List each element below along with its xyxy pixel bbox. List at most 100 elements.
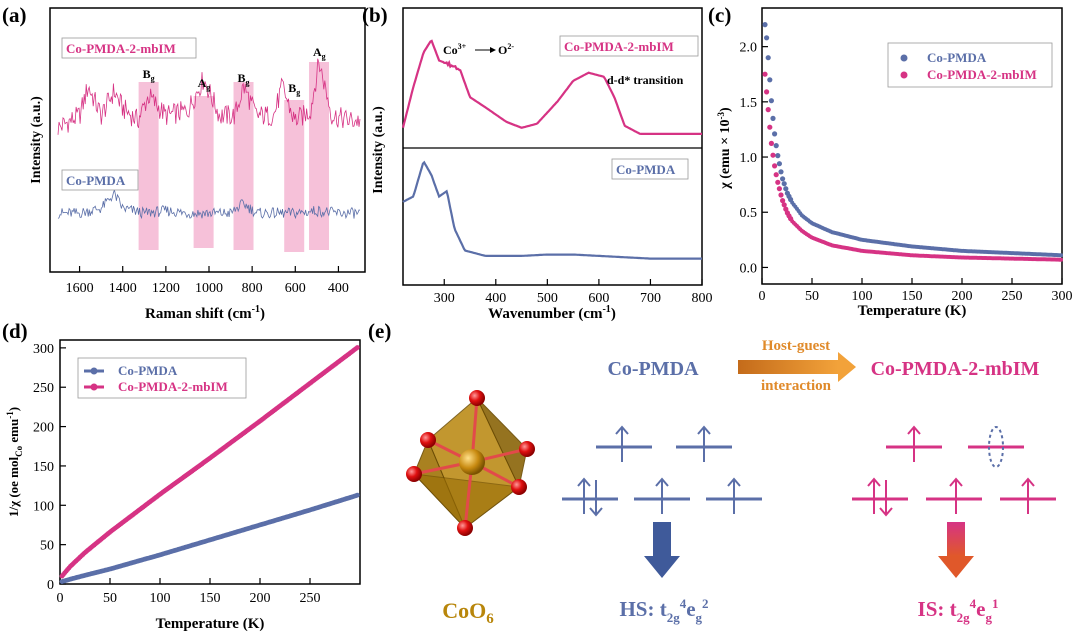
x-tick-label: 150	[200, 591, 221, 606]
inv-chi-point	[355, 492, 360, 498]
chi-point	[783, 186, 789, 192]
host-guest-arrow-icon	[738, 352, 856, 382]
peak-label: Bg	[143, 67, 155, 83]
chi-point	[772, 131, 778, 137]
chi-point	[768, 98, 775, 104]
raman-peak-highlights	[138, 62, 330, 252]
chi-point	[781, 181, 787, 187]
x-tick-label: 250	[300, 591, 321, 606]
panel-d-letter: (d)	[2, 319, 28, 343]
panel-e-letter: (e)	[368, 319, 391, 343]
panel-c-legend-item-1: Co-PMDA	[927, 50, 987, 65]
x-tick-label: 800	[242, 281, 263, 296]
y-tick-label: 2.0	[740, 41, 758, 56]
chi-point	[767, 77, 773, 83]
panel-c: (c) 0 50 100 150 200 250 300 0.0 0.5 1.0 1.5 2.0 Co…	[708, 3, 1073, 319]
panel-a-x-axis: 1600 1400 1200 1000 800 600 400	[66, 266, 349, 296]
chi-point	[772, 163, 778, 169]
chi-point	[767, 124, 773, 130]
y-tick-label: 300	[33, 342, 54, 357]
y-tick-label: 0	[47, 578, 54, 593]
x-tick-label: 500	[537, 291, 558, 306]
y-tick-label: 0.0	[740, 261, 758, 276]
chi-point	[778, 192, 784, 198]
x-tick-label: 50	[805, 289, 819, 304]
is-orbital-diagram	[852, 425, 1056, 517]
raman-series-line	[57, 188, 361, 220]
panel-b-letter: (b)	[362, 3, 388, 27]
x-tick-label: 250	[1002, 289, 1023, 304]
x-tick-label: 400	[328, 281, 349, 296]
interaction-label: interaction	[761, 378, 832, 394]
panel-b-legend-bottom: Co-PMDA	[616, 162, 676, 177]
uvvis-series-line	[401, 39, 702, 135]
panel-a: (a) Bg Ag Bg Bg Ag 1600 1400 1200 1000 800 600 400…	[2, 3, 366, 322]
x-tick-label: 50	[103, 591, 117, 606]
chi-point	[762, 71, 768, 77]
charge-transfer-annotation-end: O2-	[498, 42, 514, 57]
chi-point	[776, 186, 783, 192]
x-tick-label: 200	[952, 289, 973, 304]
x-tick-label: 200	[250, 591, 271, 606]
raman-peak-labels: Bg Ag Bg Bg Ag	[143, 45, 326, 97]
panel-b-legend-bottom-box	[611, 158, 689, 180]
chi-point	[780, 176, 786, 182]
peak-highlight	[309, 62, 330, 250]
panel-a-letter: (a)	[2, 3, 27, 27]
chi-point	[770, 152, 776, 158]
y-tick-label: 1.0	[740, 151, 758, 166]
panel-d-legend-dot-blue	[90, 367, 98, 375]
is-down-arrow-icon	[938, 522, 974, 578]
panel-b: (b) 300 400 500 600 700 800 Co-PMDA-2-mbIM Co…	[362, 3, 713, 322]
is-configuration: IS: t2g4eg1	[918, 596, 999, 625]
chi-point	[775, 153, 781, 159]
panel-c-legend-box	[887, 42, 1053, 88]
x-tick-label: 800	[692, 291, 713, 306]
panel-a-ylabel: Intensity (a.u.)	[29, 96, 44, 184]
chi-point	[776, 161, 783, 167]
chi-point	[762, 22, 768, 28]
y-tick-label: 0.5	[740, 206, 758, 221]
chi-point	[773, 172, 779, 178]
panel-a-legend-bottom: Co-PMDA	[66, 173, 126, 188]
x-tick-label: 300	[434, 291, 455, 306]
panel-c-ylabel: χ (emu × 10-3)	[716, 107, 733, 190]
y-tick-label: 100	[33, 499, 54, 514]
x-tick-label: 600	[588, 291, 609, 306]
peak-highlight	[138, 82, 159, 250]
panel-d: (d) 0 50 100 150 200 250 0 50 100 150 200 250 300 Co…	[2, 319, 361, 632]
panel-d-legend-dot-pink	[90, 383, 98, 391]
panel-a-legend-top: Co-PMDA-2-mbIM	[66, 41, 176, 56]
chi-point	[775, 179, 781, 185]
peak-label: Ag	[313, 45, 326, 61]
chi-point	[765, 107, 771, 113]
panel-a-xlabel: Raman shift (cm-1)	[145, 304, 265, 322]
panel-b-ylabel: Intensity (a.u.)	[371, 106, 386, 194]
hs-orbital-diagram	[562, 425, 762, 517]
panel-c-xlabel: Temperature (K)	[858, 303, 967, 319]
coo6-label: CoO6	[442, 598, 494, 627]
x-tick-label: 1400	[109, 281, 137, 296]
co-pmda-title: Co-PMDA	[607, 358, 699, 380]
inverse-susceptibility-points	[59, 345, 360, 584]
peak-label: Ag	[198, 76, 211, 92]
chi-point	[764, 35, 770, 41]
peak-label: Bg	[238, 71, 250, 87]
peak-highlight	[193, 96, 214, 248]
chi-point	[780, 198, 786, 204]
panel-d-legend-box	[77, 357, 247, 399]
panel-a-legend-top-box	[61, 37, 197, 59]
x-tick-label: 1200	[152, 281, 180, 296]
dd-transition-annotation: d-d* transition	[607, 73, 684, 87]
coo6-octahedron-icon	[406, 390, 535, 536]
y-tick-label: 150	[33, 460, 54, 475]
chi-point	[765, 55, 771, 61]
inv-chi-point	[355, 345, 360, 350]
chi-point	[773, 143, 779, 149]
panel-c-legend-marker-blue	[900, 54, 908, 62]
chi-point	[770, 115, 776, 121]
x-tick-label: 400	[485, 291, 506, 306]
hs-down-arrow-icon	[644, 522, 680, 578]
raman-series-line	[57, 58, 361, 135]
